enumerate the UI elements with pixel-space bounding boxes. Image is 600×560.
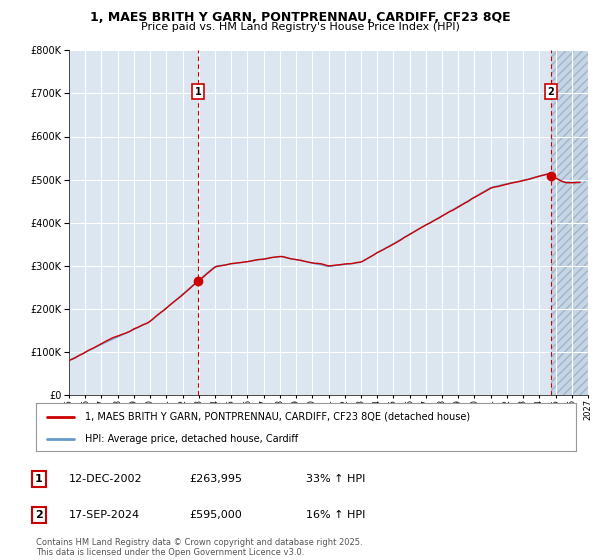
Text: 16% ↑ HPI: 16% ↑ HPI — [306, 510, 365, 520]
Text: £263,995: £263,995 — [189, 474, 242, 484]
Text: 17-SEP-2024: 17-SEP-2024 — [69, 510, 140, 520]
Text: 33% ↑ HPI: 33% ↑ HPI — [306, 474, 365, 484]
Text: 2: 2 — [35, 510, 43, 520]
Text: 12-DEC-2002: 12-DEC-2002 — [69, 474, 143, 484]
Text: 2: 2 — [548, 87, 554, 97]
Text: HPI: Average price, detached house, Cardiff: HPI: Average price, detached house, Card… — [85, 434, 298, 444]
Text: Price paid vs. HM Land Registry's House Price Index (HPI): Price paid vs. HM Land Registry's House … — [140, 22, 460, 32]
Text: 1, MAES BRITH Y GARN, PONTPRENNAU, CARDIFF, CF23 8QE (detached house): 1, MAES BRITH Y GARN, PONTPRENNAU, CARDI… — [85, 412, 470, 422]
Text: Contains HM Land Registry data © Crown copyright and database right 2025.
This d: Contains HM Land Registry data © Crown c… — [36, 538, 362, 557]
Bar — [551, 50, 588, 395]
Text: 1: 1 — [35, 474, 43, 484]
Text: 1, MAES BRITH Y GARN, PONTPRENNAU, CARDIFF, CF23 8QE: 1, MAES BRITH Y GARN, PONTPRENNAU, CARDI… — [89, 11, 511, 24]
Text: 1: 1 — [195, 87, 202, 97]
Text: £595,000: £595,000 — [189, 510, 242, 520]
Bar — [551, 50, 588, 395]
